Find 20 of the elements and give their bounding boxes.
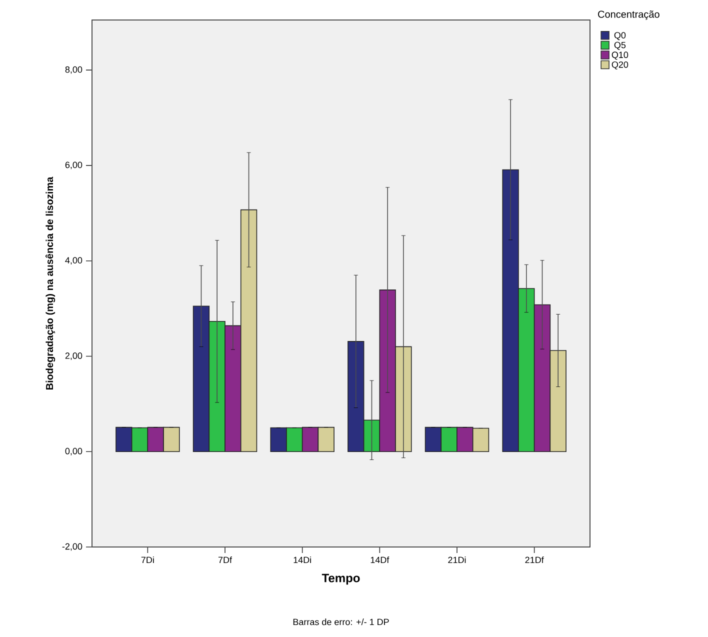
x-tick-label: 7Df <box>218 556 232 564</box>
text: Barras de erro: +/- 1 DP <box>293 618 389 626</box>
x-tick-label: 14Df <box>370 556 390 564</box>
x-tick-label: 14Di <box>294 556 311 564</box>
x-tick-label: 21Di <box>448 556 466 564</box>
x-tick-label: 7Di <box>141 556 154 564</box>
legend-label: Q20 <box>612 61 628 70</box>
y-tick-label: -2,00 <box>62 543 82 551</box>
x-tick-label: 21Df <box>525 556 544 564</box>
legend-label: Q5 <box>614 42 626 50</box>
y-tick-label: 4,00 <box>65 257 82 265</box>
y-tick-label: 6,00 <box>65 162 82 170</box>
legend-title: Concentração <box>598 10 660 20</box>
y-tick-label: 2,00 <box>65 352 82 360</box>
legend-label: Q10 <box>612 52 628 60</box>
x-axis-title: Tempo <box>322 574 360 585</box>
y-axis-title: Biodegradação (mg) na ausência de lisozima <box>46 176 56 390</box>
y-tick-label: 8,00 <box>65 66 82 74</box>
legend-label: Q0 <box>614 32 626 40</box>
y-tick-label: 0,00 <box>65 448 82 456</box>
